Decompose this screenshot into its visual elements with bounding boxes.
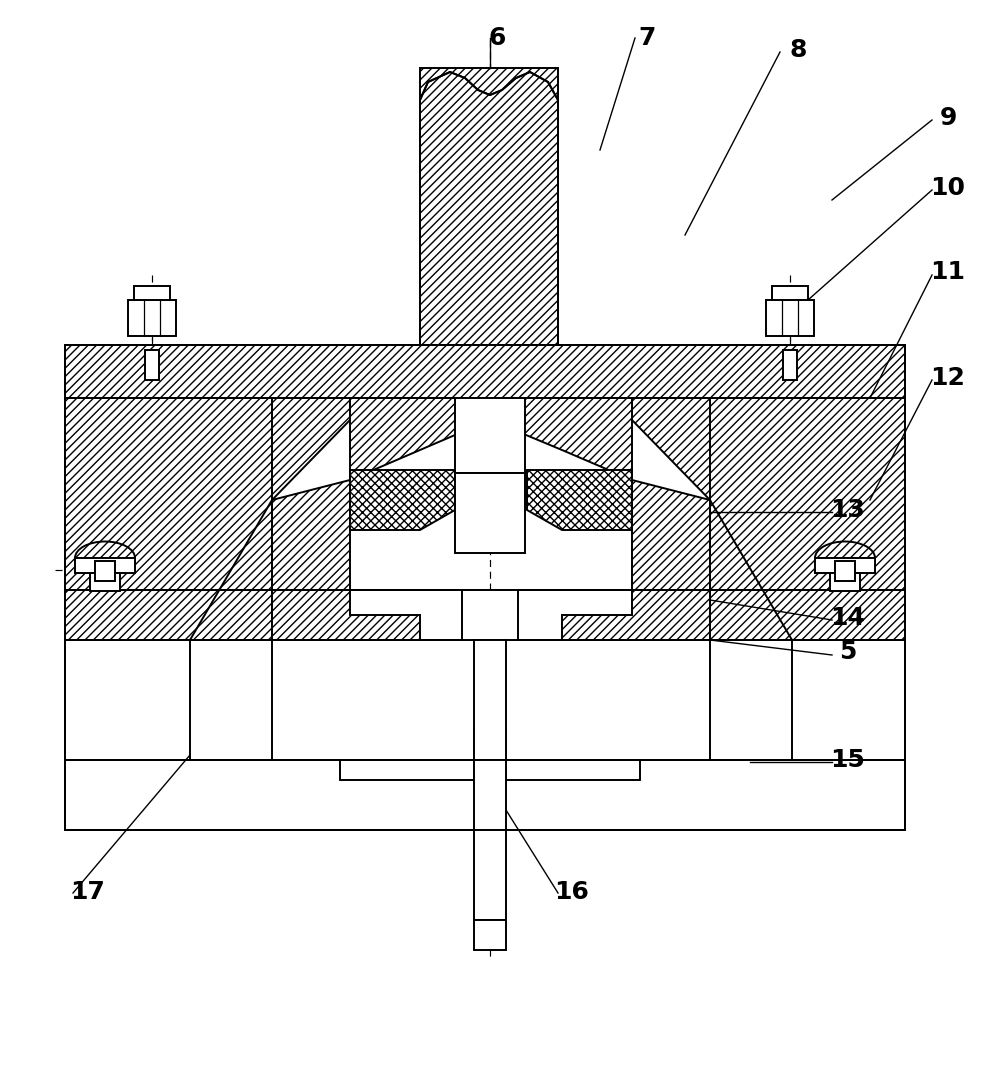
Text: 11: 11: [930, 260, 965, 284]
Bar: [95, 561, 115, 581]
Bar: [65, 760, 905, 830]
Bar: [474, 920, 506, 950]
Bar: [772, 286, 808, 300]
Polygon shape: [65, 398, 350, 590]
Polygon shape: [562, 590, 710, 640]
Bar: [462, 590, 518, 640]
Text: 6: 6: [488, 26, 506, 50]
Text: 16: 16: [555, 880, 589, 904]
Text: 5: 5: [839, 640, 857, 663]
Bar: [90, 573, 120, 591]
Bar: [455, 398, 525, 473]
Bar: [145, 350, 159, 380]
Text: 10: 10: [930, 176, 965, 200]
Bar: [783, 350, 797, 380]
Bar: [835, 561, 855, 581]
Bar: [128, 300, 176, 335]
Bar: [474, 760, 506, 830]
Text: 15: 15: [830, 748, 865, 772]
Polygon shape: [527, 470, 632, 530]
Bar: [474, 640, 506, 760]
Polygon shape: [632, 398, 905, 590]
Bar: [65, 640, 905, 760]
Polygon shape: [65, 590, 272, 640]
Bar: [815, 558, 875, 573]
Polygon shape: [710, 590, 905, 640]
Bar: [455, 473, 525, 553]
Polygon shape: [350, 398, 490, 480]
Text: 14: 14: [830, 606, 865, 630]
Polygon shape: [272, 590, 420, 640]
Polygon shape: [815, 558, 875, 573]
Polygon shape: [350, 470, 455, 530]
Polygon shape: [75, 558, 135, 573]
Bar: [830, 573, 860, 591]
Text: 9: 9: [939, 106, 956, 130]
Polygon shape: [272, 480, 350, 590]
Polygon shape: [65, 345, 905, 398]
Bar: [134, 286, 170, 300]
Bar: [474, 830, 506, 920]
Bar: [65, 590, 905, 640]
Text: 8: 8: [790, 38, 806, 62]
Bar: [766, 300, 814, 335]
Text: 12: 12: [930, 366, 965, 390]
Polygon shape: [490, 398, 632, 480]
Text: 13: 13: [830, 498, 865, 522]
Text: 7: 7: [638, 26, 656, 50]
PathPatch shape: [420, 72, 558, 345]
Polygon shape: [420, 68, 558, 345]
Polygon shape: [632, 480, 710, 590]
Text: 17: 17: [70, 880, 105, 904]
Bar: [75, 558, 135, 573]
